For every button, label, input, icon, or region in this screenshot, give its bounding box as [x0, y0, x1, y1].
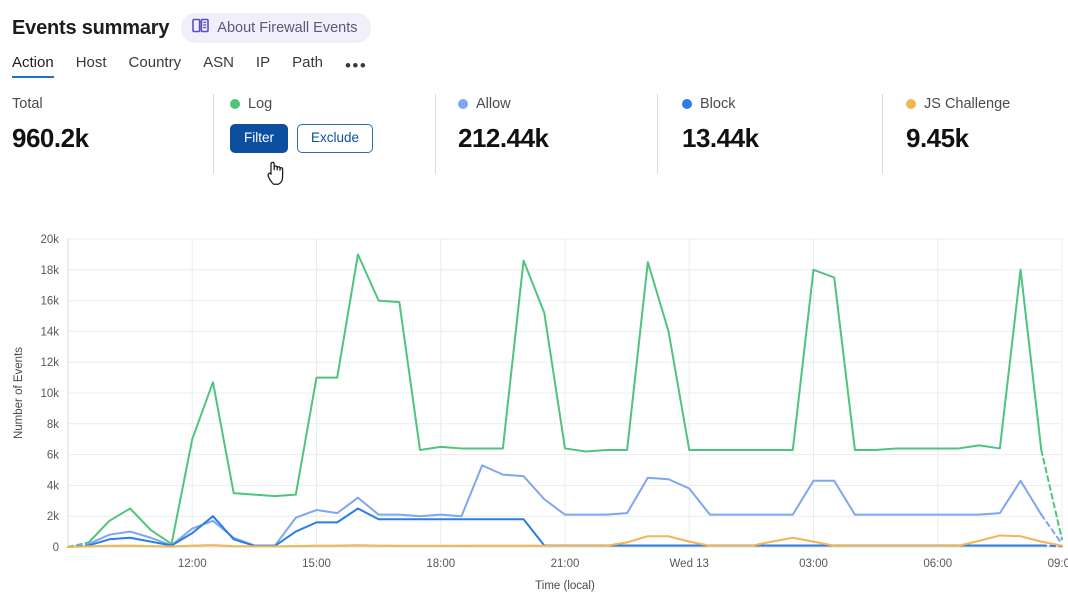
svg-text:4k: 4k — [47, 480, 59, 492]
stat-label-allow: Allow — [458, 94, 657, 114]
stat-label-js-challenge: JS Challenge — [906, 94, 1068, 114]
svg-text:0: 0 — [53, 542, 59, 554]
stat-label-total: Total — [12, 94, 213, 114]
events-timeseries-chart: 0 2k 4k 6k 8k 10k 12k 14k 16k 18k 20k 12:00 15:00 18:… — [0, 218, 1068, 598]
stat-value-total: 960.2k — [12, 123, 89, 153]
legend-dot-js-challenge — [906, 99, 916, 109]
stat-value-block: 13.44k — [682, 123, 759, 153]
legend-dot-log — [230, 99, 240, 109]
svg-text:14k: 14k — [40, 326, 59, 338]
chart-svg: 0 2k 4k 6k 8k 10k 12k 14k 16k 18k 20k 12:00 15:00 18:… — [13, 234, 1068, 592]
tab-host[interactable]: Host — [75, 54, 107, 71]
svg-text:Number of Events: Number of Events — [13, 347, 25, 439]
svg-text:21:00: 21:00 — [551, 558, 580, 570]
stat-card-log[interactable]: Log Filter Exclude — [213, 94, 435, 174]
stat-total-text: Total — [12, 96, 43, 112]
header: Events summary About Firewall Events — [0, 0, 1068, 44]
stat-value-js-challenge: 9.45k — [906, 123, 969, 153]
svg-text:15:00: 15:00 — [302, 558, 331, 570]
dimension-tabs: Action Host Country ASN IP Path ••• — [0, 44, 1068, 78]
tab-country[interactable]: Country — [128, 54, 182, 71]
more-tabs-button[interactable]: ••• — [344, 56, 368, 75]
page-title: Events summary — [12, 16, 170, 39]
stat-label-log: Log — [230, 94, 435, 114]
about-firewall-events-label: About Firewall Events — [217, 20, 358, 36]
filter-button[interactable]: Filter — [230, 124, 288, 153]
svg-text:18k: 18k — [40, 265, 59, 277]
svg-text:Time (local): Time (local) — [535, 580, 595, 592]
svg-text:16k: 16k — [40, 296, 59, 308]
svg-text:09:00: 09:00 — [1048, 558, 1068, 570]
svg-text:20k: 20k — [40, 234, 59, 246]
legend-dot-block — [682, 99, 692, 109]
legend-dot-allow — [458, 99, 468, 109]
svg-text:03:00: 03:00 — [799, 558, 828, 570]
stat-value-allow: 212.44k — [458, 123, 549, 153]
stat-card-block[interactable]: Block 13.44k — [657, 94, 882, 174]
stat-js-challenge-text: JS Challenge — [924, 96, 1011, 112]
svg-text:10k: 10k — [40, 388, 59, 400]
about-firewall-events-link[interactable]: About Firewall Events — [181, 13, 371, 43]
exclude-button[interactable]: Exclude — [297, 124, 374, 153]
stat-label-block: Block — [682, 94, 882, 114]
stat-card-allow[interactable]: Allow 212.44k — [435, 94, 657, 174]
log-filter-actions: Filter Exclude — [230, 124, 435, 153]
stat-allow-text: Allow — [476, 96, 511, 112]
svg-text:2k: 2k — [47, 511, 59, 523]
svg-text:12:00: 12:00 — [178, 558, 207, 570]
svg-text:18:00: 18:00 — [426, 558, 455, 570]
svg-text:Wed 13: Wed 13 — [670, 558, 709, 570]
stat-card-total: Total 960.2k — [0, 94, 213, 174]
stat-card-js-challenge[interactable]: JS Challenge 9.45k — [882, 94, 1068, 174]
tab-asn[interactable]: ASN — [203, 54, 234, 71]
svg-text:06:00: 06:00 — [923, 558, 952, 570]
stat-block-text: Block — [700, 96, 736, 112]
svg-text:12k: 12k — [40, 357, 59, 369]
tab-ip[interactable]: IP — [255, 54, 271, 71]
svg-text:8k: 8k — [47, 419, 59, 431]
tab-path[interactable]: Path — [292, 54, 323, 71]
tab-action[interactable]: Action — [12, 54, 54, 78]
book-icon — [192, 18, 210, 38]
svg-text:6k: 6k — [47, 450, 59, 462]
stat-log-text: Log — [248, 96, 273, 112]
stats-row: Total 960.2k Log Filter Exclude Allow 21… — [0, 94, 1068, 174]
